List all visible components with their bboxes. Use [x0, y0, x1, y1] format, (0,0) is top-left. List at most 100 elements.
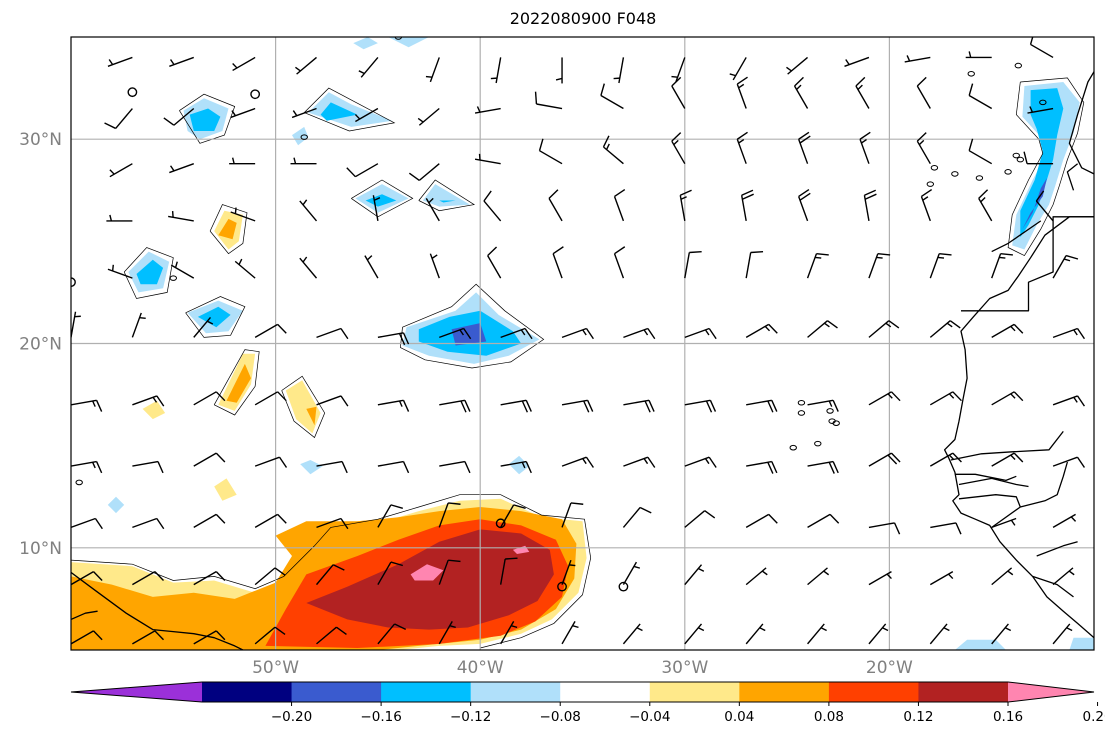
coastline: [943, 216, 1094, 639]
wind-barb: [193, 513, 226, 529]
coastline: [1068, 71, 1094, 175]
wind-barb-layer: [48, 37, 1086, 645]
barb-half-flag: [111, 264, 114, 272]
wind-barb: [868, 252, 891, 279]
barb-flag: [483, 190, 492, 202]
barb-staff: [561, 327, 587, 339]
barb-staff: [929, 391, 954, 406]
barb-flag: [548, 189, 559, 199]
barb-half-flag: [999, 256, 1006, 259]
barb-flag: [336, 626, 347, 635]
barb-staff: [355, 163, 379, 178]
barb-staff: [71, 163, 72, 165]
barb-half-flag: [238, 258, 243, 265]
wind-barb: [1052, 254, 1079, 279]
barb-half-flag: [48, 219, 51, 225]
barb-flag: [464, 400, 471, 412]
contour-line: [351, 179, 414, 218]
wind-barb: [561, 502, 584, 528]
barb-half-flag: [1010, 325, 1016, 332]
barb-staff: [193, 630, 217, 645]
wind-barb: [1029, 37, 1054, 59]
barb-half-flag: [366, 255, 373, 261]
wind-barb: [561, 621, 579, 645]
island-outline: [35, 415, 41, 420]
barb-staff: [418, 163, 440, 181]
map-frame: [70, 36, 1095, 651]
barb-flag: [689, 250, 702, 254]
barb-half-flag: [428, 197, 434, 204]
wind-barb: [684, 399, 717, 413]
wind-barb: [793, 76, 809, 109]
wind-barb: [500, 504, 526, 528]
barb-flag: [832, 461, 839, 474]
barb-half-flag: [520, 329, 526, 336]
barb-half-flag: [948, 573, 954, 580]
island-outline: [814, 440, 822, 447]
shaded-region: [292, 126, 309, 146]
barb-half-flag: [673, 139, 679, 146]
barb-staff: [483, 200, 502, 222]
wind-barb: [1052, 567, 1075, 586]
island-outline: [967, 70, 975, 77]
barb-staff: [684, 456, 710, 467]
barb-half-flag: [824, 322, 830, 328]
wind-barb: [316, 626, 347, 645]
wind-barb: [868, 391, 901, 406]
wind-barb: [671, 76, 686, 109]
barb-flag: [538, 138, 544, 151]
longitude-labels: 50°W 40°W 30°W 20°W: [252, 658, 913, 678]
barb-flag: [332, 564, 345, 571]
barb-staff: [439, 460, 466, 467]
colorbar-tick-label: 0.08: [814, 709, 844, 725]
barb-half-flag: [1070, 516, 1077, 522]
wind-barb: [439, 327, 472, 340]
barb-flag: [277, 323, 287, 334]
wind-barb: [868, 571, 892, 586]
barb-flag: [570, 502, 584, 505]
barb-flag: [524, 328, 533, 340]
barb-flag: [799, 135, 811, 144]
barb-half-flag: [704, 458, 710, 465]
shaded-region: [197, 306, 231, 328]
wind-barb: [561, 399, 594, 413]
barb-half-flag: [139, 316, 146, 319]
barb-half-flag: [582, 329, 587, 336]
wind-barb: [807, 513, 840, 529]
latitude-labels: 10°N 20°N 30°N: [19, 130, 62, 559]
barb-half-flag: [206, 320, 214, 325]
wind-barb: [104, 108, 133, 130]
island-outline: [832, 420, 840, 426]
shaded-region: [365, 194, 397, 207]
colorbar-segment: [202, 682, 293, 702]
contour-line: [418, 179, 476, 212]
barb-flag: [916, 76, 927, 87]
barb-flag: [215, 571, 226, 581]
barb-flag: [968, 83, 974, 96]
shaded-region: [285, 380, 321, 434]
wind-barb: [71, 517, 103, 530]
wind-barb: [48, 219, 72, 225]
barb-half-flag: [861, 138, 867, 144]
wind-barb: [109, 163, 133, 178]
barb-half-flag: [1010, 393, 1016, 399]
colorbar: −0.20 −0.16 −0.12 −0.08 −0.04 0.04 0.08 0.12 0.1…: [70, 681, 1105, 725]
barb-half-flag: [759, 627, 766, 632]
wind-barb: [107, 264, 133, 279]
wind-barb: [132, 517, 165, 530]
barb-flag: [340, 328, 349, 340]
wind-barb: [425, 197, 440, 222]
barb-half-flag: [845, 59, 850, 66]
barb-flag: [402, 332, 410, 345]
barb-staff: [991, 452, 1015, 467]
barb-staff: [71, 220, 72, 222]
gridline-layer: [71, 37, 1094, 650]
wind-barb: [71, 311, 81, 338]
wind-barb: [358, 56, 379, 78]
barb-flag: [644, 400, 651, 413]
wind-barb: [868, 623, 889, 645]
wind-barb: [613, 246, 626, 279]
barb-flag: [816, 252, 829, 256]
contour-line: [71, 494, 592, 649]
barb-half-flag: [922, 196, 929, 201]
